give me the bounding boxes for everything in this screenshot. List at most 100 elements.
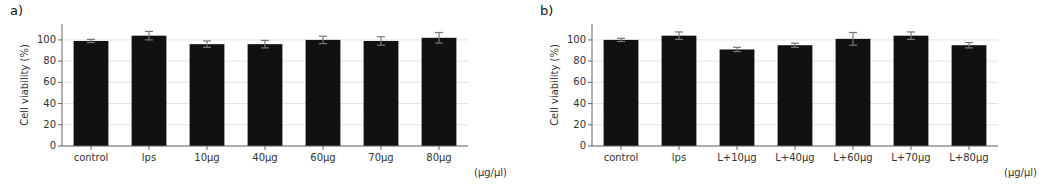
y-tick-label: 20	[573, 119, 586, 130]
y-tick-label: 0	[580, 140, 586, 151]
error-cap	[87, 42, 95, 43]
error-cap	[617, 41, 625, 42]
error-bar-line	[968, 43, 969, 48]
y-tick-label: 0	[50, 140, 56, 151]
error-bar	[87, 39, 95, 42]
error-bar	[261, 40, 269, 47]
error-cap	[849, 45, 857, 46]
bar	[422, 38, 457, 146]
error-bar-line	[678, 32, 679, 39]
y-tick	[58, 82, 62, 83]
error-cap	[791, 42, 799, 43]
error-bar-line	[380, 37, 381, 45]
x-tick	[969, 146, 970, 150]
x-tick-label: L+10μg	[717, 152, 756, 163]
y-tick	[58, 103, 62, 104]
error-cap	[733, 47, 741, 48]
chart-svg: 020406080100controllps10μg40μg60μg70μg80…	[0, 0, 1060, 184]
error-cap	[319, 36, 327, 37]
error-bar-line	[852, 32, 853, 45]
x-tick	[323, 146, 324, 150]
error-cap	[965, 47, 973, 48]
y-tick-label: 100	[567, 34, 586, 45]
x-tick	[265, 146, 266, 150]
x-tick	[381, 146, 382, 150]
error-bar-line	[322, 36, 323, 43]
error-cap	[203, 47, 211, 48]
x-tick-label: 80μg	[426, 152, 451, 163]
x-tick	[621, 146, 622, 150]
y-axis-line	[592, 24, 593, 146]
y-tick-label: 100	[37, 34, 56, 45]
y-tick	[588, 124, 592, 125]
error-cap	[261, 47, 269, 48]
error-bar	[907, 32, 915, 39]
error-bar	[145, 31, 153, 39]
error-cap	[203, 40, 211, 41]
error-bar	[377, 37, 385, 45]
y-tick-label: 40	[43, 98, 56, 109]
x-tick	[149, 146, 150, 150]
error-bar	[435, 32, 443, 43]
error-cap	[733, 51, 741, 52]
grid-line	[592, 39, 998, 40]
x-axis-label: (μg/μl)	[1004, 167, 1037, 178]
x-tick	[853, 146, 854, 150]
error-bar-line	[148, 31, 149, 39]
error-cap	[377, 45, 385, 46]
panel-label: b)	[540, 3, 553, 18]
y-tick-label: 40	[573, 98, 586, 109]
bar	[836, 39, 871, 146]
x-tick-label: L+40μg	[775, 152, 814, 163]
bar	[894, 36, 929, 146]
x-tick-label: L+60μg	[833, 152, 872, 163]
grid-line	[62, 39, 468, 40]
y-tick	[588, 61, 592, 62]
bar	[248, 44, 283, 146]
x-tick	[679, 146, 680, 150]
error-cap	[435, 32, 443, 33]
panel-label: a)	[10, 3, 23, 18]
x-tick	[207, 146, 208, 150]
error-bar	[675, 32, 683, 39]
error-bar-line	[794, 43, 795, 47]
x-tick	[91, 146, 92, 150]
panel: 020406080100controllpsL+10μgL+40μgL+60μg…	[540, 3, 1037, 178]
error-cap	[675, 31, 683, 32]
x-tick-label: 70μg	[368, 152, 393, 163]
error-bar	[617, 38, 625, 41]
error-cap	[907, 39, 915, 40]
error-bar	[733, 47, 741, 51]
error-bar-line	[910, 32, 911, 39]
bar	[132, 36, 167, 146]
bar	[952, 45, 987, 146]
marks	[604, 32, 987, 146]
error-cap	[965, 42, 973, 43]
y-axis-label: Cell viability (%)	[549, 44, 560, 126]
y-tick	[58, 146, 62, 147]
error-cap	[87, 39, 95, 40]
bar	[190, 44, 225, 146]
error-cap	[261, 40, 269, 41]
y-axis-line	[62, 24, 63, 146]
bar	[720, 49, 755, 146]
x-tick-label: control	[604, 152, 639, 163]
error-cap	[617, 38, 625, 39]
x-tick-label: 10μg	[194, 152, 219, 163]
x-tick	[439, 146, 440, 150]
bar	[662, 36, 697, 146]
error-cap	[145, 39, 153, 40]
error-cap	[377, 36, 385, 37]
chart-container: 020406080100controllps10μg40μg60μg70μg80…	[0, 0, 1060, 184]
y-tick-label: 60	[573, 76, 586, 87]
bar	[364, 41, 399, 146]
y-tick	[58, 39, 62, 40]
bar	[74, 41, 109, 146]
error-cap	[319, 43, 327, 44]
x-tick-label: control	[74, 152, 109, 163]
x-tick	[737, 146, 738, 150]
bar	[778, 45, 813, 146]
error-cap	[435, 42, 443, 43]
error-bar	[849, 32, 857, 45]
y-tick	[588, 146, 592, 147]
